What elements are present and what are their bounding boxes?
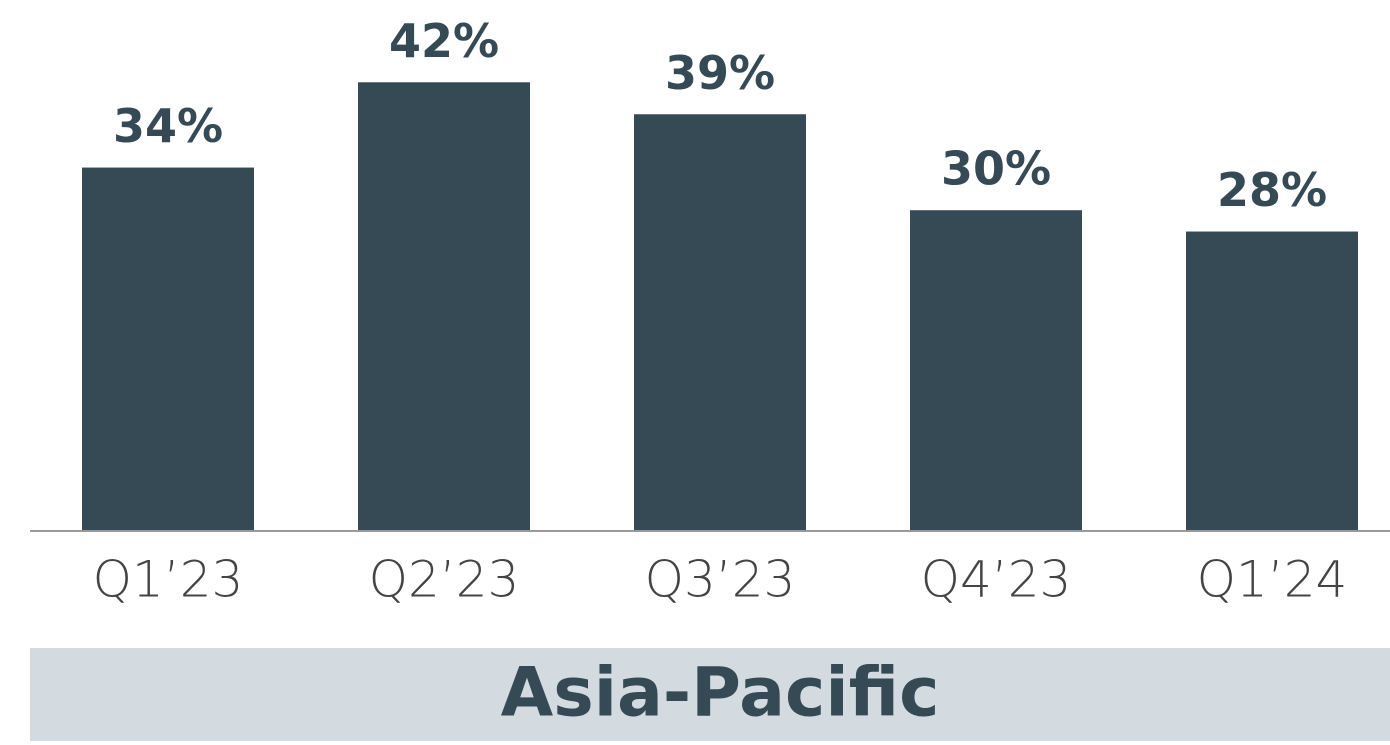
value-label: 28% (1217, 163, 1327, 217)
bar (82, 167, 254, 530)
x-tick-label: Q1’23 (93, 551, 244, 609)
value-label: 30% (941, 142, 1051, 196)
title-band (30, 648, 1390, 741)
value-label: 42% (389, 14, 499, 68)
chart-title: Asia-Pacific (501, 654, 940, 733)
bar (634, 114, 806, 530)
bar (910, 210, 1082, 530)
x-tick-label: Q1’24 (1197, 551, 1348, 609)
x-tick-label: Q2’23 (369, 551, 520, 609)
bar (1186, 231, 1358, 530)
value-label: 39% (665, 46, 775, 100)
value-label: 34% (113, 99, 223, 153)
x-tick-label: Q3’23 (645, 551, 796, 609)
bar (358, 82, 530, 530)
x-tick-label: Q4’23 (921, 551, 1072, 609)
